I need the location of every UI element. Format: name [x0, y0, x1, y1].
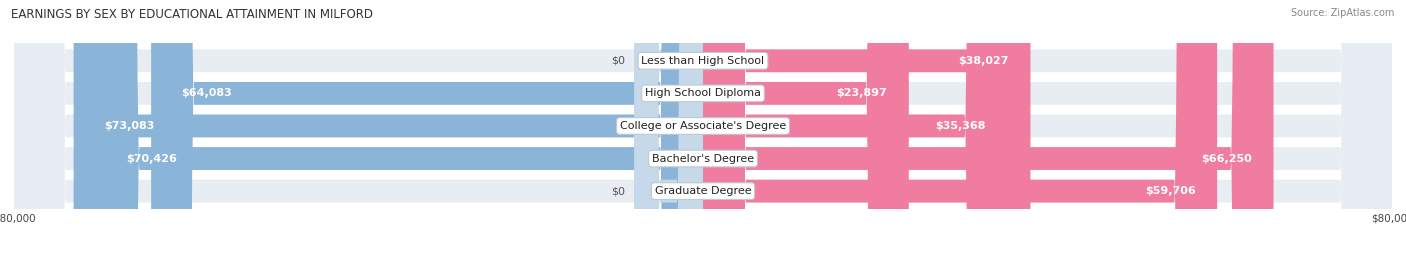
- FancyBboxPatch shape: [14, 0, 1392, 268]
- Text: Less than High School: Less than High School: [641, 56, 765, 66]
- FancyBboxPatch shape: [634, 0, 703, 268]
- FancyBboxPatch shape: [73, 0, 703, 268]
- FancyBboxPatch shape: [703, 0, 1274, 268]
- Text: $70,426: $70,426: [127, 154, 177, 163]
- Text: Source: ZipAtlas.com: Source: ZipAtlas.com: [1291, 8, 1395, 18]
- Text: $23,897: $23,897: [837, 88, 887, 98]
- Text: $73,083: $73,083: [104, 121, 155, 131]
- FancyBboxPatch shape: [703, 0, 1031, 268]
- FancyBboxPatch shape: [14, 0, 1392, 268]
- FancyBboxPatch shape: [150, 0, 703, 268]
- Text: $59,706: $59,706: [1144, 186, 1195, 196]
- FancyBboxPatch shape: [97, 0, 703, 268]
- FancyBboxPatch shape: [14, 0, 1392, 268]
- FancyBboxPatch shape: [14, 0, 1392, 268]
- Text: EARNINGS BY SEX BY EDUCATIONAL ATTAINMENT IN MILFORD: EARNINGS BY SEX BY EDUCATIONAL ATTAINMEN…: [11, 8, 373, 21]
- FancyBboxPatch shape: [703, 0, 1008, 268]
- Text: Bachelor's Degree: Bachelor's Degree: [652, 154, 754, 163]
- Text: High School Diploma: High School Diploma: [645, 88, 761, 98]
- Text: $0: $0: [612, 186, 626, 196]
- FancyBboxPatch shape: [14, 0, 1392, 268]
- Text: $66,250: $66,250: [1201, 154, 1251, 163]
- Text: $64,083: $64,083: [181, 88, 232, 98]
- Text: Graduate Degree: Graduate Degree: [655, 186, 751, 196]
- Text: $38,027: $38,027: [959, 56, 1010, 66]
- FancyBboxPatch shape: [703, 0, 1218, 268]
- Text: $0: $0: [612, 56, 626, 66]
- FancyBboxPatch shape: [703, 0, 908, 268]
- Text: $35,368: $35,368: [935, 121, 986, 131]
- FancyBboxPatch shape: [634, 0, 703, 268]
- Text: College or Associate's Degree: College or Associate's Degree: [620, 121, 786, 131]
